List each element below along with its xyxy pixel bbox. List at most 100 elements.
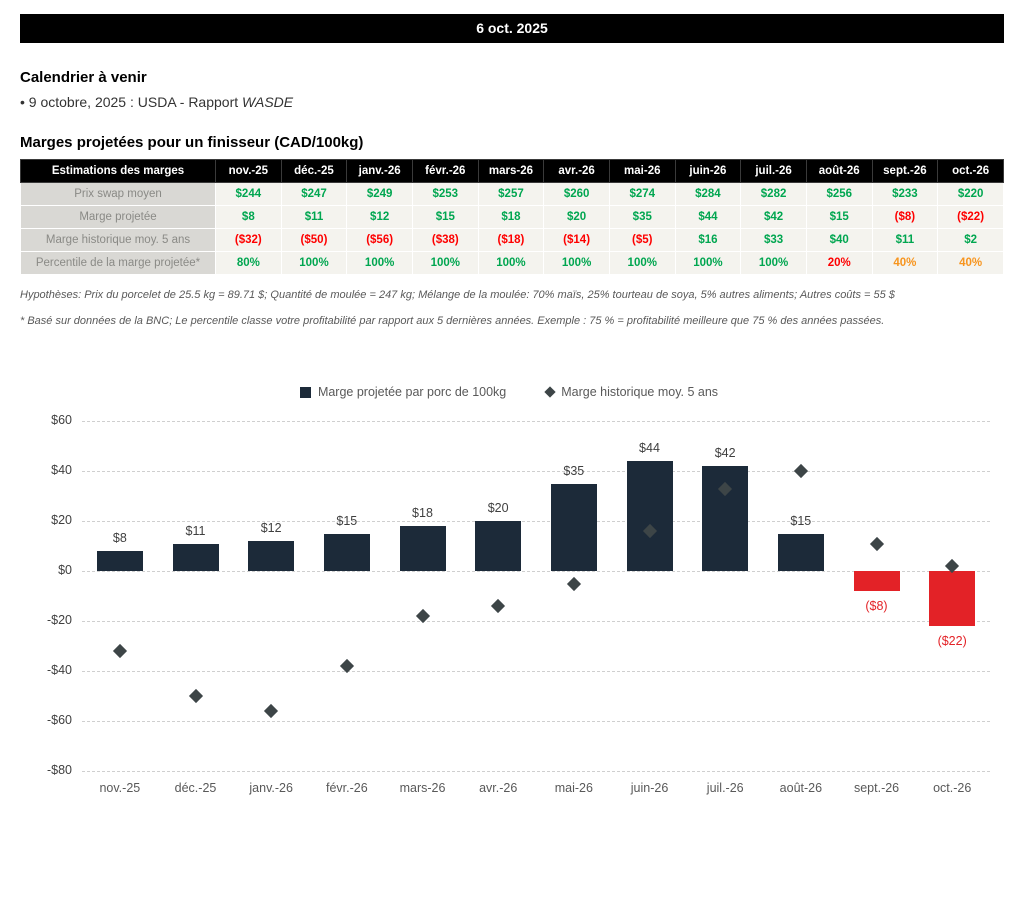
row-label: Percentile de la marge projetée* [20,251,216,275]
table-title: Marges projetées pour un finisseur (CAD/… [20,134,364,151]
bar-label: $15 [790,513,812,528]
y-tick-label: $40 [51,463,72,477]
legend-bar-swatch-icon [299,386,311,398]
bar [777,533,824,571]
bar-label: $15 [336,513,358,528]
x-axis: nov.-25 déc.-25 janv.-26 févr.-26 mars-26 avr… [82,781,990,795]
margin-chart: Marge projetée par porc de 100kg Marge hi… [28,385,990,795]
value-cell: $35 [608,205,676,229]
x-tick-label: sept.-26 [853,781,900,795]
row-label: Marge historique moy. 5 ans [20,228,216,252]
header-month: mai-26 [608,159,676,183]
bar-label: $12 [260,521,282,535]
bar [853,571,900,591]
value-cell: $20 [543,205,610,229]
calendar-title: Calendrier à venir [20,69,147,86]
grid-line [82,671,990,672]
value-cell: $15 [805,205,873,229]
x-tick-label: mars-26 [399,781,446,795]
margins-table: Estimations des marges nov.-25 déc.-25 janv… [20,159,1004,275]
y-tick-label: -$80 [46,763,72,777]
value-cell: $256 [805,182,873,206]
bar [323,533,370,571]
value-cell: 20% [805,251,873,275]
bar [399,526,446,571]
diamond-marker [112,643,127,659]
value-cell: ($14) [543,228,610,252]
value-cell: $11 [280,205,348,229]
legend-item: Marge historique moy. 5 ans [544,385,719,399]
y-axis: $60 $40 $20 $0 -$20 -$40 -$60 -$80 [28,413,82,777]
y-tick-label: $60 [51,413,72,427]
bar [96,551,143,571]
header-month: avr.-26 [543,159,610,183]
calendar-item-text: • 9 octobre, 2025 : USDA - Rapport [20,94,243,110]
bar [248,541,295,571]
bar-label: $20 [487,501,509,515]
value-cell: $274 [608,182,676,206]
y-tick-label: -$60 [46,713,72,727]
value-cell: ($32) [215,228,282,252]
grid-line [82,771,990,772]
value-cell: $18 [477,205,545,229]
legend-label: Marge projetée par porc de 100kg [317,385,507,399]
value-cell: $244 [215,182,282,206]
x-tick-label: janv.-26 [249,781,293,795]
header-month: sept.-26 [871,159,939,183]
legend-label: Marge historique moy. 5 ans [561,385,719,399]
banner-date: 6 oct. 2025 [476,20,548,36]
value-cell: $42 [740,205,807,229]
value-cell: ($38) [411,228,479,252]
x-tick-label: mai-26 [554,781,593,795]
bar-label: $8 [112,531,127,545]
diamond-marker [188,688,203,704]
value-cell: 40% [937,251,1004,275]
diamond-marker [869,536,884,551]
bar-label: $42 [714,446,736,460]
value-cell: ($56) [346,228,413,252]
x-tick-label: déc.-25 [174,781,217,795]
header-month: mars-26 [477,159,545,183]
value-cell: 100% [740,251,807,275]
bar [172,543,219,571]
calendar-item: • 9 octobre, 2025 : USDA - Rapport WASDE [20,94,1004,110]
bar [929,571,976,626]
table-row: Marge historique moy. 5 ans ($32) ($50) ($5… [20,228,1004,252]
x-tick-label: nov.-25 [99,781,141,795]
legend-diamond-swatch-icon [544,386,556,398]
value-cell: $40 [805,228,873,252]
y-tick-label: -$20 [46,613,72,627]
value-cell: ($18) [477,228,545,252]
header-month: juin-26 [674,159,742,183]
x-tick-label: oct.-26 [933,781,972,795]
value-cell: $233 [871,182,939,206]
value-cell: $220 [937,182,1004,206]
footnote-percentile: * Basé sur données de la BNC; Le percent… [20,315,885,327]
header-month: oct.-26 [937,159,1004,183]
value-cell: 100% [346,251,413,275]
header-month: juil.-26 [740,159,807,183]
value-cell: 100% [411,251,479,275]
chart-body: $60 $40 $20 $0 -$20 -$40 -$60 -$80 $8 $11 $12 $15 $… [28,413,990,777]
x-tick-label: juil.-26 [706,781,744,795]
y-tick-label: $20 [51,513,72,527]
header-month: janv.-26 [346,159,413,183]
value-cell: 100% [608,251,676,275]
value-cell: 100% [477,251,545,275]
value-cell: $12 [346,205,413,229]
footnote-hypotheses: Hypothèses: Prix du porcelet de 25.5 kg … [20,289,895,301]
legend-item: Marge projetée par porc de 100kg [299,385,507,399]
header-month: déc.-25 [280,159,348,183]
calendar-item-report-name: WASDE [242,94,294,110]
diamond-marker [566,576,581,591]
value-cell: 100% [543,251,610,275]
header-month: févr.-26 [411,159,479,183]
y-tick-label: $0 [58,563,72,577]
grid-line [82,571,990,572]
value-cell: $44 [674,205,742,229]
row-label: Prix swap moyen [20,182,216,206]
diamond-marker [793,463,808,479]
bar-label: $18 [412,506,433,520]
value-cell: $249 [346,182,413,206]
bar-label: $11 [185,523,206,538]
